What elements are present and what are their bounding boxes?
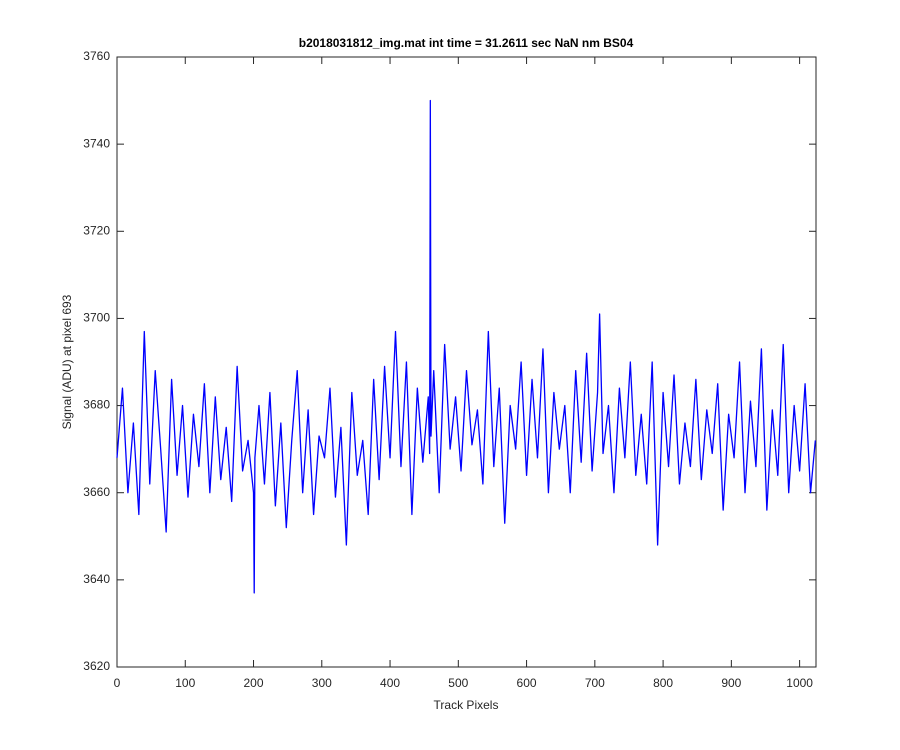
data-line: [116, 99, 816, 594]
x-tick-label: 1000: [786, 676, 813, 690]
y-tick-label: 3620: [83, 659, 110, 673]
y-tick-label: 3740: [83, 136, 110, 150]
x-tick-label: 100: [175, 676, 195, 690]
plot-area: [116, 56, 817, 668]
y-tick-label: 3760: [83, 49, 110, 63]
x-axis-label: Track Pixels: [434, 698, 499, 712]
x-tick-label: 200: [244, 676, 264, 690]
x-tick-label: 600: [517, 676, 537, 690]
y-axis-label: Signal (ADU) at pixel 693: [60, 294, 74, 429]
x-tick-label: 400: [380, 676, 400, 690]
x-tick-label: 0: [114, 676, 121, 690]
x-tick-label: 300: [312, 676, 332, 690]
chart-title: b2018031812_img.mat int time = 31.2611 s…: [299, 36, 634, 50]
y-tick-label: 3680: [83, 398, 110, 412]
x-tick-label: 700: [585, 676, 605, 690]
y-tick-label: 3660: [83, 485, 110, 499]
x-tick-label: 800: [653, 676, 673, 690]
y-tick-label: 3640: [83, 572, 110, 586]
y-tick-label: 3700: [83, 311, 110, 325]
x-tick-label: 500: [448, 676, 468, 690]
y-tick-label: 3720: [83, 223, 110, 237]
x-tick-label: 900: [721, 676, 741, 690]
